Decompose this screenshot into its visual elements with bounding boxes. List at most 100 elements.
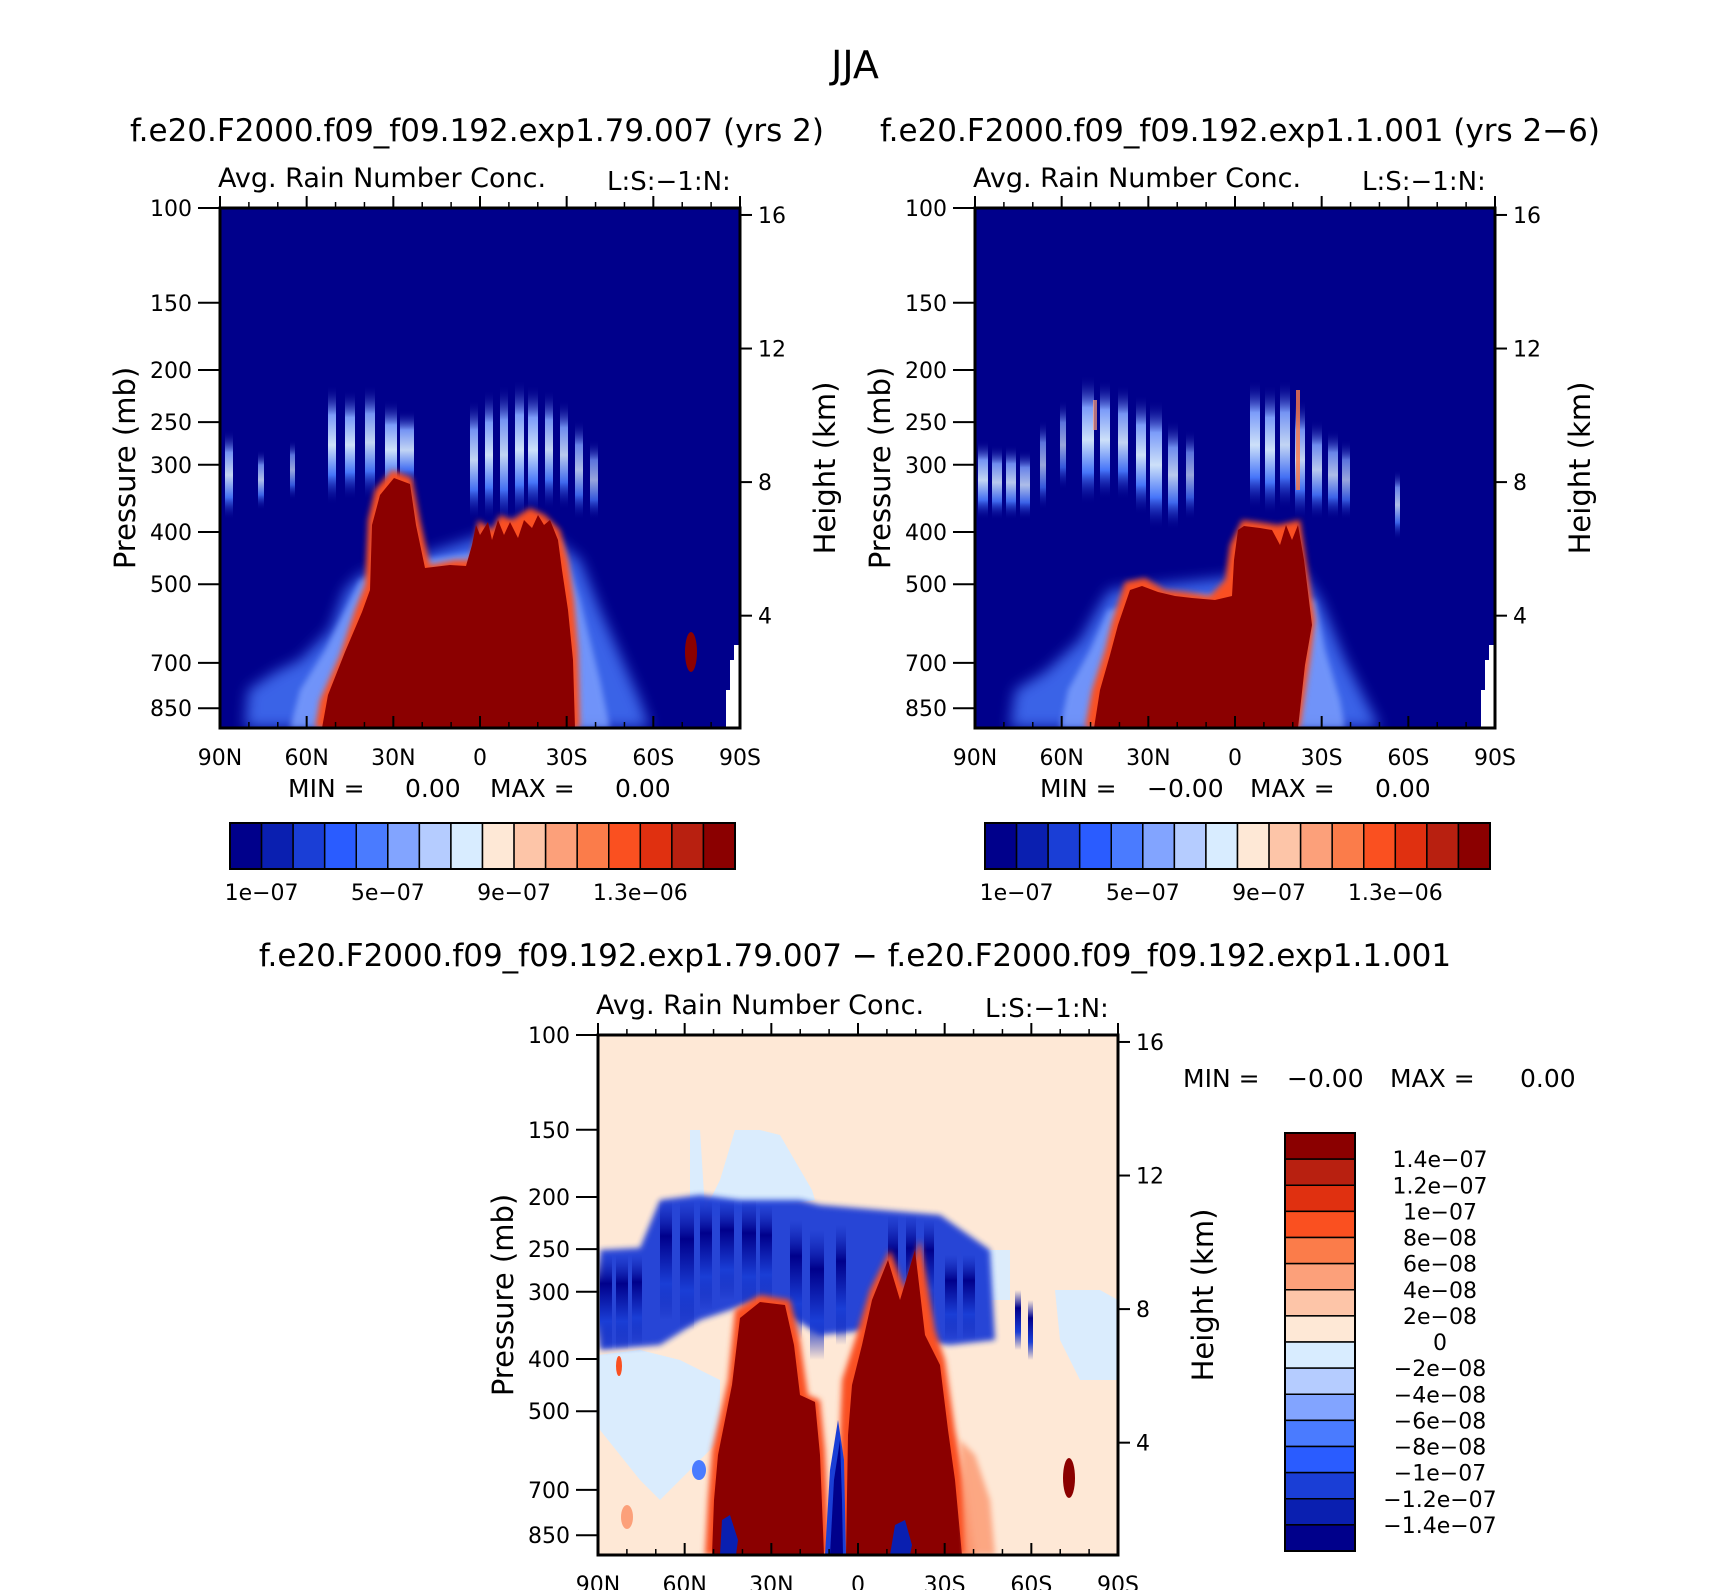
colorbar-swatch — [1284, 1236, 1356, 1265]
colorbar-swatch — [387, 822, 421, 870]
lower-negative-patch — [720, 1515, 738, 1555]
y-tick-label: 300 — [150, 454, 192, 479]
colorbar-swatch — [1284, 1184, 1356, 1213]
colorbar-swatch — [1284, 1498, 1356, 1526]
panel-subtitle: Avg. Rain Number Conc. — [218, 163, 546, 194]
colorbar-swatch — [1331, 822, 1365, 870]
figure-title: JJA — [829, 43, 879, 87]
colorbar-swatch — [1284, 1524, 1356, 1552]
colorbar-swatch — [1284, 1367, 1356, 1395]
colorbar-swatch — [639, 822, 673, 870]
colorbar-swatch — [292, 822, 326, 870]
colorbar-swatch — [1299, 822, 1333, 870]
colorbar-swatch — [1457, 822, 1491, 870]
y-tick-label: 500 — [905, 573, 947, 598]
panel-title: f.e20.F2000.f09_f09.192.exp1.79.007 (yrs… — [130, 113, 824, 149]
y-tick-label: 850 — [905, 697, 947, 722]
colorbar-swatch — [984, 822, 1018, 870]
colorbar-swatch — [1173, 822, 1207, 870]
x-tick-label: 60N — [284, 746, 328, 771]
colorbar-swatch — [1284, 1210, 1356, 1239]
colorbar-label: −1.4e−07 — [1383, 1514, 1496, 1539]
topography-mask — [1481, 645, 1495, 728]
colorbar-swatch — [1284, 1132, 1356, 1160]
x-tick-label: 30N — [371, 746, 415, 771]
nh-speck — [621, 1505, 633, 1529]
upper-streaks — [225, 380, 598, 525]
corner-label: L:S:−1:N: — [1362, 167, 1486, 197]
y-right-tick-label: 8 — [1513, 471, 1527, 496]
x-tick-label: 90N — [953, 746, 997, 771]
panel-exp1-1: f.e20.F2000.f09_f09.192.exp1.1.001 (yrs … — [863, 113, 1600, 906]
max-value: 0.00 — [1520, 1064, 1576, 1093]
colorbar-label: 1e−07 — [1403, 1200, 1477, 1225]
nh-speck-3 — [616, 1356, 622, 1376]
colorbar-swatch — [702, 822, 736, 870]
sh-positive-fringe — [960, 1440, 995, 1555]
y-tick-label: 400 — [905, 521, 947, 546]
nh-speck-2 — [692, 1460, 706, 1480]
y-right-tick-label: 16 — [1513, 204, 1541, 229]
panel-title: f.e20.F2000.f09_f09.192.exp1.1.001 (yrs … — [880, 113, 1600, 149]
colorbar-swatch — [1284, 1445, 1356, 1474]
max-label: MAX = — [490, 774, 575, 803]
y-tick-label: 500 — [528, 1400, 570, 1425]
colorbar-swatch — [513, 822, 547, 870]
y-tick-label: 150 — [905, 292, 947, 317]
rain-core — [322, 478, 575, 728]
y-right-tick-label: 8 — [1136, 1298, 1150, 1323]
colorbar-label: 5e−07 — [351, 881, 425, 906]
colorbar-label: 6e−08 — [1403, 1253, 1477, 1278]
min-value: −0.00 — [1287, 1064, 1364, 1093]
y-tick-label: 150 — [528, 1119, 570, 1144]
colorbar-swatch — [481, 822, 515, 870]
light-negative-upper — [690, 1130, 815, 1220]
contour-field — [598, 1035, 1118, 1555]
y-right-tick-label: 4 — [1136, 1432, 1150, 1457]
x-tick-label: 30S — [1301, 746, 1343, 771]
colorbar: 1e−07 5e−07 9e−07 1.3e−06 — [980, 822, 1491, 906]
colorbar-swatch — [229, 822, 263, 870]
min-label: MIN = — [288, 774, 365, 803]
y-tick-label: 200 — [905, 359, 947, 384]
colorbar-swatch — [1110, 822, 1144, 870]
y-tick-label: 300 — [528, 1281, 570, 1306]
light-negative-sh — [1055, 1290, 1118, 1380]
colorbar-swatch — [1047, 822, 1081, 870]
y-tick-label: 100 — [150, 197, 192, 222]
panel-subtitle: Avg. Rain Number Conc. — [596, 990, 924, 1021]
colorbar-label: −1.2e−07 — [1383, 1488, 1496, 1513]
x-tick-label: 90N — [576, 1573, 620, 1590]
panel-title: f.e20.F2000.f09_f09.192.exp1.79.007 − f.… — [259, 938, 1451, 974]
colorbar-label: 1.3e−06 — [593, 881, 688, 906]
colorbar-swatch — [1284, 1393, 1356, 1422]
min-value: −0.00 — [1147, 774, 1224, 803]
y-right-tick-label: 12 — [758, 338, 786, 363]
colorbar-label: 9e−07 — [1232, 881, 1306, 906]
y-right-tick-label: 8 — [758, 471, 772, 496]
colorbar-swatch — [260, 822, 294, 870]
colorbar-label: −1e−07 — [1394, 1462, 1486, 1487]
colorbar-swatch — [1284, 1471, 1356, 1500]
min-label: MIN = — [1040, 774, 1117, 803]
colorbar-swatch — [1284, 1341, 1356, 1369]
x-tick-label: 60S — [1387, 746, 1429, 771]
y-axis-label: Pressure (mb) — [486, 1194, 520, 1396]
axes: 90N 60N 30N 0 30S 60S 90S 100 150 200 250 300 400 500… — [528, 1023, 1164, 1590]
colorbar-label: 4e−08 — [1403, 1279, 1477, 1304]
colorbar-label: 1.2e−07 — [1393, 1174, 1488, 1199]
y-tick-label: 250 — [150, 411, 192, 436]
panel-subtitle: Avg. Rain Number Conc. — [973, 163, 1301, 194]
colorbar-frame — [229, 822, 736, 870]
colorbar-swatch — [1142, 822, 1176, 870]
topography-mask — [726, 645, 740, 728]
sh-storm-speck — [685, 632, 697, 672]
y-tick-label: 700 — [528, 1479, 570, 1504]
max-label: MAX = — [1250, 774, 1335, 803]
y-axis-label: Pressure (mb) — [863, 367, 897, 569]
x-tick-label: 60S — [1010, 1573, 1052, 1590]
colorbar-swatch — [544, 822, 578, 870]
colorbar-label: 0 — [1433, 1331, 1447, 1356]
colorbar-swatch — [1284, 1262, 1356, 1291]
